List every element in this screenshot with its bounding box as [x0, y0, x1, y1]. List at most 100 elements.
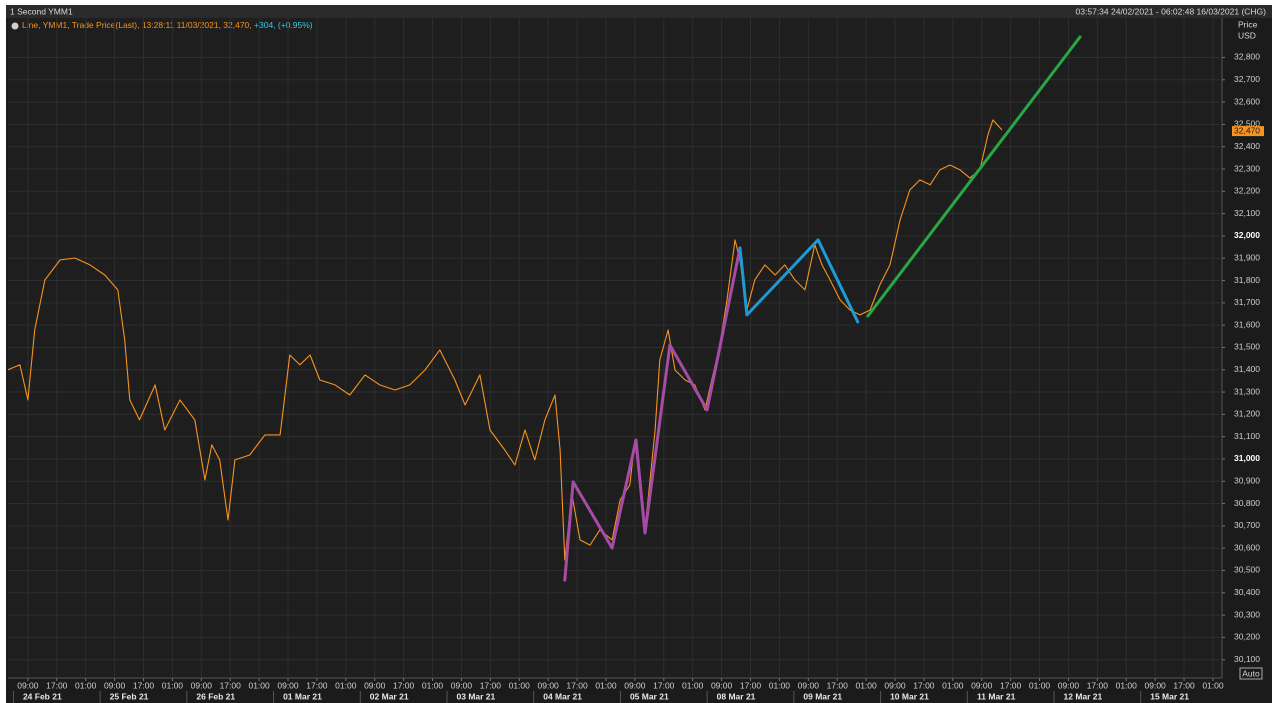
x-tick-label: 17:00 [1173, 680, 1195, 690]
x-tick-label: 17:00 [913, 680, 935, 690]
date-label: 11 Mar 21 [977, 691, 1016, 701]
y-tick-label: 32,400 [1234, 141, 1260, 151]
x-tick-label: 01:00 [682, 680, 704, 690]
x-tick-label: 17:00 [393, 680, 415, 690]
y-tick-label: 32,300 [1234, 163, 1260, 173]
y-tick-label: 30,500 [1234, 565, 1260, 575]
axes: 30,100 30,200 30,300 30,400 30,500 30,600 30,7… [12, 52, 1260, 703]
date-label: 08 Mar 21 [717, 691, 756, 701]
date-label: 05 Mar 21 [630, 691, 669, 701]
x-tick-label: 01:00 [595, 680, 617, 690]
legend-change: +304, (+0.95%) [254, 20, 313, 30]
y-tick-label: 31,500 [1234, 342, 1260, 352]
y-tick-label: 30,100 [1234, 654, 1260, 664]
x-tick-label: 17:00 [46, 680, 68, 690]
y-tick-label: 31,400 [1234, 364, 1260, 374]
grid [8, 18, 1222, 678]
y-tick-label: 30,800 [1234, 498, 1260, 508]
x-tick-label: 09:00 [798, 680, 820, 690]
x-tick-label: 17:00 [1000, 680, 1022, 690]
y-tick-label: 31,700 [1234, 297, 1260, 307]
date-label: 12 Mar 21 [1064, 691, 1103, 701]
last-price-box [1232, 126, 1264, 137]
x-tick-label: 01:00 [162, 680, 184, 690]
title-bar [6, 5, 1272, 18]
date-label: 24 Feb 21 [23, 691, 62, 701]
trend-drawing [563, 246, 742, 582]
x-tick-label: 17:00 [1087, 680, 1109, 690]
x-tick-label: 01:00 [75, 680, 97, 690]
x-tick-label: 01:00 [335, 680, 357, 690]
x-tick-label: 17:00 [653, 680, 675, 690]
auto-label[interactable]: Auto [1242, 668, 1260, 678]
x-tick-label: 09:00 [1145, 680, 1167, 690]
x-tick-label: 09:00 [971, 680, 993, 690]
x-tick-label: 17:00 [827, 680, 849, 690]
y-tick-label: 32,600 [1234, 96, 1260, 106]
date-label: 02 Mar 21 [370, 691, 409, 701]
y-tick-label: 32,200 [1234, 186, 1260, 196]
x-tick-label: 09:00 [538, 680, 560, 690]
x-tick-label: 09:00 [711, 680, 733, 690]
x-tick-label: 17:00 [306, 680, 328, 690]
y-tick-label: 31,200 [1234, 409, 1260, 419]
y-tick-label: 30,600 [1234, 542, 1260, 552]
y-tick-label: 31,600 [1234, 319, 1260, 329]
y-tick-label: 31,000 [1234, 453, 1260, 463]
y-tick-label: 31,900 [1234, 252, 1260, 262]
x-tick-label: 17:00 [566, 680, 588, 690]
y-tick-label: 31,300 [1234, 386, 1260, 396]
x-tick-label: 01:00 [1029, 680, 1051, 690]
x-tick-label: 09:00 [277, 680, 299, 690]
x-tick-label: 01:00 [422, 680, 444, 690]
legend-text: Line, YMM1, Trade Price(Last), 13:28:11 … [22, 20, 313, 30]
x-tick-label: 01:00 [1116, 680, 1138, 690]
legend-series: Line, YMM1, Trade Price(Last), 13:28:11 … [22, 20, 252, 30]
plot-area [8, 18, 1222, 678]
x-tick-label: 09:00 [884, 680, 906, 690]
y-tick-label: 32,800 [1234, 52, 1260, 62]
x-tick-label: 01:00 [769, 680, 791, 690]
y-tick-label: 32,700 [1234, 74, 1260, 84]
x-tick-label: 17:00 [220, 680, 242, 690]
x-tick-label: 01:00 [942, 680, 964, 690]
date-label: 04 Mar 21 [543, 691, 582, 701]
y-tick-label: 30,200 [1234, 632, 1260, 642]
window-title: 1 Second YMM1 [10, 6, 73, 16]
time-range: 03:57:34 24/02/2021 - 06:02:48 16/03/202… [1076, 6, 1267, 16]
y-tick-label: 30,700 [1234, 520, 1260, 530]
y-tick-label: 31,100 [1234, 431, 1260, 441]
y-tick-label: 30,300 [1234, 609, 1260, 619]
x-tick-label: 09:00 [104, 680, 126, 690]
y-tick-label: 32,100 [1234, 208, 1260, 218]
y-tick-label: 31,800 [1234, 275, 1260, 285]
y-tick-label: 30,900 [1234, 476, 1260, 486]
x-tick-label: 17:00 [740, 680, 762, 690]
trend-drawing [866, 35, 1082, 318]
y-tick-label: 32,500 [1234, 119, 1260, 129]
x-tick-label: 09:00 [364, 680, 386, 690]
auto-button[interactable] [1239, 667, 1263, 680]
y-axis-unit: USD [1238, 30, 1256, 40]
date-label: 09 Mar 21 [803, 691, 842, 701]
x-tick-label: 01:00 [248, 680, 270, 690]
last-price-label: 32,470 [1234, 125, 1260, 135]
x-tick-label: 09:00 [17, 680, 39, 690]
date-label: 15 Mar 21 [1150, 691, 1189, 701]
x-tick-label: 17:00 [480, 680, 502, 690]
x-tick-label: 09:00 [624, 680, 646, 690]
y-tick-label: 30,400 [1234, 587, 1260, 597]
date-label: 25 Feb 21 [110, 691, 149, 701]
date-label: 10 Mar 21 [890, 691, 929, 701]
x-tick-label: 01:00 [855, 680, 877, 690]
x-tick-label: 09:00 [191, 680, 213, 690]
legend-icon[interactable] [11, 22, 19, 30]
y-axis-title: Price [1238, 19, 1258, 29]
x-tick-label: 17:00 [133, 680, 155, 690]
x-tick-label: 01:00 [509, 680, 531, 690]
x-tick-label: 09:00 [1058, 680, 1080, 690]
date-label: 03 Mar 21 [457, 691, 496, 701]
x-tick-label: 01:00 [1202, 680, 1224, 690]
trend-drawing [738, 238, 860, 324]
